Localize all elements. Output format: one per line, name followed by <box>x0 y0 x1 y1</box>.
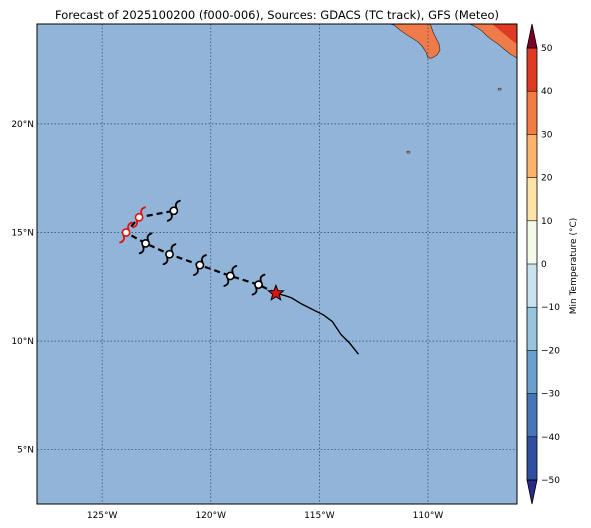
colorbar-tick-label: 20 <box>541 174 553 184</box>
colorbar-extend-max <box>526 23 538 49</box>
colorbar-segment <box>527 436 537 480</box>
hurricane-icon <box>132 206 146 229</box>
colorbar-extend-min <box>526 479 538 505</box>
lat-tick-label: 5°N <box>17 446 34 456</box>
islands <box>406 87 502 154</box>
lat-tick-label: 10°N <box>11 337 34 347</box>
current-position-star-icon[interactable] <box>266 283 285 301</box>
colorbar-tick-label: 10 <box>541 217 553 227</box>
colorbar-segment <box>527 48 537 92</box>
colorbar-tick-label: 0 <box>541 260 547 270</box>
mainland-highland <box>492 24 517 44</box>
colorbar-segment <box>527 393 537 437</box>
baja-california-land <box>389 24 441 59</box>
colorbar-tick-label: −40 <box>541 433 560 443</box>
lon-tick-label: 110°W <box>413 511 444 521</box>
colorbar-tick-label: −50 <box>541 476 560 486</box>
colorbar-segment <box>527 91 537 135</box>
island-icon <box>406 150 411 154</box>
tropical-storm-icon <box>192 254 207 276</box>
island-icon <box>497 87 502 91</box>
tropical-storm-icon <box>166 199 181 222</box>
colorbar-tick-label: −20 <box>541 346 560 356</box>
lon-tick-label: 120°W <box>195 511 226 521</box>
forecast-symbols <box>119 199 266 296</box>
colorbar-tick-label: 40 <box>541 87 553 97</box>
colorbar-segment <box>527 264 537 308</box>
map-title: Forecast of 2025100200 (f000-006), Sourc… <box>55 8 499 22</box>
colorbar-tick-label: −30 <box>541 390 560 400</box>
ocean-area <box>37 24 517 504</box>
tropical-storm-icon <box>251 273 266 296</box>
colorbar-label: Min Temperature (°C) <box>569 218 579 315</box>
tropical-storm-icon <box>223 265 238 287</box>
colorbar-segment <box>527 220 537 264</box>
latitude-tick-labels: 5°N 10°N 15°N 20°N <box>11 120 34 456</box>
map-border <box>36 23 518 505</box>
colorbar: −50 −40 −30 −20 −10 0 10 20 30 40 50 <box>526 23 560 505</box>
gridlines <box>37 24 517 504</box>
colorbar-segment <box>527 177 537 221</box>
tropical-storm-icon <box>138 232 153 255</box>
observed-track-line <box>275 292 359 355</box>
colorbar-segment <box>527 350 537 394</box>
map-panel[interactable] <box>36 23 518 505</box>
colorbar-tick-label: 30 <box>541 130 553 140</box>
colorbar-segment <box>527 134 537 178</box>
tropical-storm-icon <box>162 243 177 266</box>
colorbar-tick-label: −10 <box>541 303 560 313</box>
colorbar-segment <box>527 307 537 351</box>
colorbar-tick-label: 50 <box>541 44 553 54</box>
hurricane-icon <box>119 221 133 244</box>
longitude-tick-labels: 125°W 120°W 115°W 110°W <box>87 511 443 521</box>
lat-tick-label: 20°N <box>11 120 34 130</box>
lon-tick-label: 115°W <box>304 511 335 521</box>
lat-tick-label: 15°N <box>11 229 34 239</box>
lon-tick-label: 125°W <box>87 511 118 521</box>
